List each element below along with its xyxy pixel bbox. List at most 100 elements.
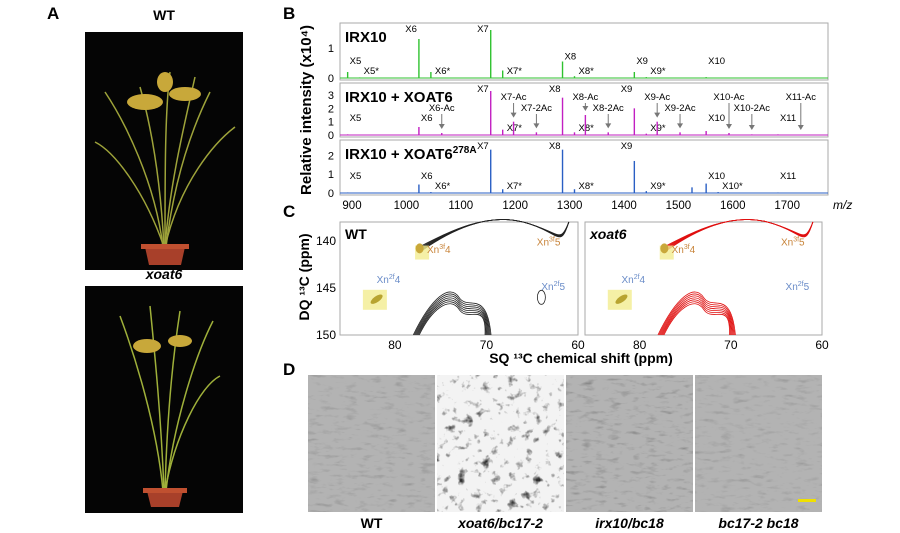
x-tick-label: 1100 bbox=[448, 200, 473, 212]
peak-label: X8* bbox=[578, 181, 594, 192]
x-tick-label: 1500 bbox=[666, 200, 692, 212]
contour-line bbox=[417, 301, 487, 336]
y-tick-label: 0 bbox=[328, 130, 334, 142]
peak-annotation: Xn2f4 bbox=[377, 274, 401, 286]
peak-annotation: Xn2f5 bbox=[786, 281, 810, 293]
x-tick-label: 60 bbox=[815, 338, 829, 352]
xoat6-plant-photo bbox=[85, 286, 243, 513]
xoat6-plant-title: xoat6 bbox=[145, 266, 183, 282]
arrow-icon bbox=[748, 125, 755, 130]
peak-label: X11-Ac bbox=[786, 92, 817, 103]
contour-line bbox=[659, 295, 734, 336]
peak-label: X5 bbox=[350, 113, 362, 124]
peak-label: X9* bbox=[650, 123, 666, 134]
scale-bar bbox=[256, 478, 259, 504]
peak-label: X10 bbox=[708, 171, 725, 182]
sem-caption-bc17-2-bc18: bc17-2 bc18 bbox=[718, 515, 799, 531]
peak-annotation: Xn3f5 bbox=[781, 237, 805, 249]
spectrum-title: IRX10 bbox=[345, 29, 387, 46]
peak-label: X7 bbox=[477, 141, 489, 152]
arrow-icon bbox=[533, 123, 540, 129]
contour-line bbox=[413, 293, 491, 336]
contour-group bbox=[657, 219, 814, 336]
peak-label: X8-Ac bbox=[572, 92, 598, 103]
peak-label: X6 bbox=[421, 113, 433, 124]
x-tick-label: 80 bbox=[633, 338, 647, 352]
peak-label: X9 bbox=[636, 56, 648, 67]
x-tick-label: 1200 bbox=[502, 200, 528, 212]
peak-annotation: Xn3f4 bbox=[672, 244, 696, 256]
arrow-icon bbox=[438, 124, 445, 129]
peak-label: X7-Ac bbox=[501, 92, 527, 103]
peak-label: X5 bbox=[350, 56, 362, 67]
peak-label: X6 bbox=[421, 171, 433, 182]
contour-line bbox=[660, 297, 733, 336]
panel-label-d: D bbox=[283, 360, 296, 379]
y-tick-label: 1 bbox=[328, 43, 334, 55]
y-tick-label: 2 bbox=[328, 150, 334, 162]
peak-label: X8* bbox=[578, 66, 594, 77]
peak-label: X7-2Ac bbox=[521, 103, 552, 114]
peak-label: X10-2Ac bbox=[734, 103, 771, 114]
peak-annotation: Xn3f4 bbox=[427, 244, 451, 256]
y-axis-label: DQ ¹³C (ppm) bbox=[296, 233, 312, 320]
peak-label: X10* bbox=[722, 181, 743, 192]
sem-caption-xoat6-bc17-2: xoat6/bc17-2 bbox=[458, 515, 543, 531]
wt-plant-photo bbox=[85, 32, 243, 270]
contour-line bbox=[661, 299, 732, 336]
y-tick-label: 140 bbox=[316, 234, 336, 248]
spectrum-title: IRX10 + XOAT6 bbox=[345, 89, 453, 106]
sem-image-wt bbox=[308, 375, 435, 512]
y-tick-label: 0 bbox=[328, 73, 334, 85]
mass-spectra-chart: Relative intensity (x10⁴) IRX1001X5X5*X6X… bbox=[298, 22, 852, 212]
peak-label: X7 bbox=[477, 84, 489, 95]
sem-scale-bar bbox=[798, 499, 816, 502]
sem-image-xoat6-bc17-2 bbox=[437, 375, 564, 512]
x-tick-label: 60 bbox=[571, 338, 585, 352]
x-tick-label: 1300 bbox=[557, 200, 583, 212]
nmr-panel-title: xoat6 bbox=[589, 226, 627, 242]
peak-label: X9 bbox=[621, 141, 633, 152]
spectrum-title: IRX10 + XOAT6278A bbox=[345, 145, 477, 163]
nmr-panel-title: WT bbox=[345, 226, 367, 242]
peak-label: X8* bbox=[578, 123, 594, 134]
x-tick-label: 1700 bbox=[774, 200, 800, 212]
arrow-icon bbox=[797, 125, 804, 130]
peak-label: X7* bbox=[507, 123, 523, 134]
peak-label: X10-Ac bbox=[713, 92, 744, 103]
panel-label-a: A bbox=[47, 4, 60, 23]
peak-label: X8 bbox=[565, 52, 577, 63]
nmr-spectra-chart: DQ ¹³C (ppm) 140 145 150 WT Xn3f4 Xn3f5 Xn2f4 Xn… bbox=[296, 219, 829, 366]
contour-peak bbox=[370, 294, 383, 304]
y-tick-label: 150 bbox=[316, 328, 336, 342]
peak-label: X10 bbox=[708, 113, 725, 124]
contour-peak bbox=[615, 294, 628, 304]
x-tick-label: 1400 bbox=[611, 200, 637, 212]
y-tick-label: 1 bbox=[328, 117, 334, 129]
contour-peak bbox=[660, 243, 669, 254]
contour-line bbox=[662, 301, 731, 336]
peak-label: X5 bbox=[350, 171, 362, 182]
x-tick-label: 80 bbox=[388, 338, 402, 352]
wt-plant-title: WT bbox=[153, 7, 175, 23]
spectrum-frame bbox=[339, 139, 829, 196]
arrow-icon bbox=[510, 112, 517, 118]
contour-line bbox=[418, 303, 486, 336]
peak-label: X6 bbox=[405, 24, 417, 35]
panel-label-c: C bbox=[283, 202, 296, 221]
contour-group bbox=[412, 219, 570, 336]
peak-label: X8-2Ac bbox=[593, 103, 624, 114]
x-tick-label: 70 bbox=[724, 338, 738, 352]
contour-line bbox=[414, 295, 490, 336]
arrow-icon bbox=[605, 123, 612, 129]
contour-peak bbox=[415, 243, 424, 254]
peak-label: X11 bbox=[780, 113, 796, 124]
y-tick-label: 2 bbox=[328, 103, 334, 115]
sem-image-bc17-2-bc18 bbox=[695, 375, 822, 512]
sem-image-irx10-bc18 bbox=[566, 375, 693, 512]
peak-label: X5* bbox=[364, 66, 380, 77]
arrow-icon bbox=[654, 112, 661, 118]
peak-label: X7* bbox=[507, 181, 523, 192]
x-axis-label: SQ ¹³C chemical shift (ppm) bbox=[489, 350, 673, 366]
peak-label: X9 bbox=[621, 84, 633, 95]
